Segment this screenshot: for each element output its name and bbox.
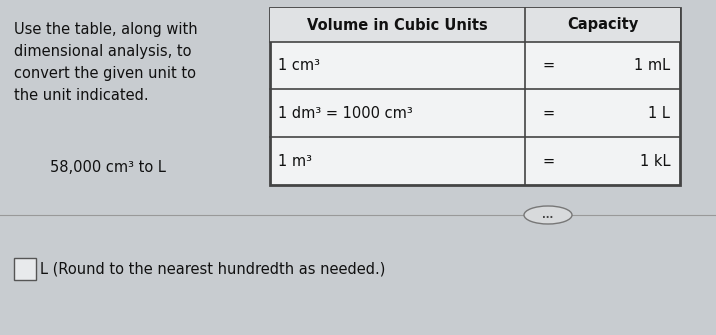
- Text: convert the given unit to: convert the given unit to: [14, 66, 196, 81]
- Text: 1 cm³: 1 cm³: [278, 58, 320, 73]
- Ellipse shape: [524, 206, 572, 224]
- Text: the unit indicated.: the unit indicated.: [14, 88, 149, 103]
- Text: ...: ...: [543, 210, 553, 220]
- Text: 1 dm³ = 1000 cm³: 1 dm³ = 1000 cm³: [278, 106, 412, 121]
- Text: L (Round to the nearest hundredth as needed.): L (Round to the nearest hundredth as nee…: [40, 262, 385, 276]
- Text: 1 m³: 1 m³: [278, 153, 312, 169]
- Bar: [270, 8, 680, 42]
- Text: =: =: [543, 153, 555, 169]
- Text: 1 kL: 1 kL: [639, 153, 670, 169]
- Text: Capacity: Capacity: [567, 17, 638, 32]
- Bar: [14, 258, 36, 280]
- Bar: [270, 8, 680, 185]
- Text: Volume in Cubic Units: Volume in Cubic Units: [307, 17, 488, 32]
- Text: 58,000 cm³ to L: 58,000 cm³ to L: [50, 160, 166, 175]
- Text: 1 mL: 1 mL: [634, 58, 670, 73]
- Text: =: =: [543, 58, 555, 73]
- Text: dimensional analysis, to: dimensional analysis, to: [14, 44, 191, 59]
- Text: Use the table, along with: Use the table, along with: [14, 22, 198, 37]
- Text: =: =: [543, 106, 555, 121]
- Text: 1 L: 1 L: [648, 106, 670, 121]
